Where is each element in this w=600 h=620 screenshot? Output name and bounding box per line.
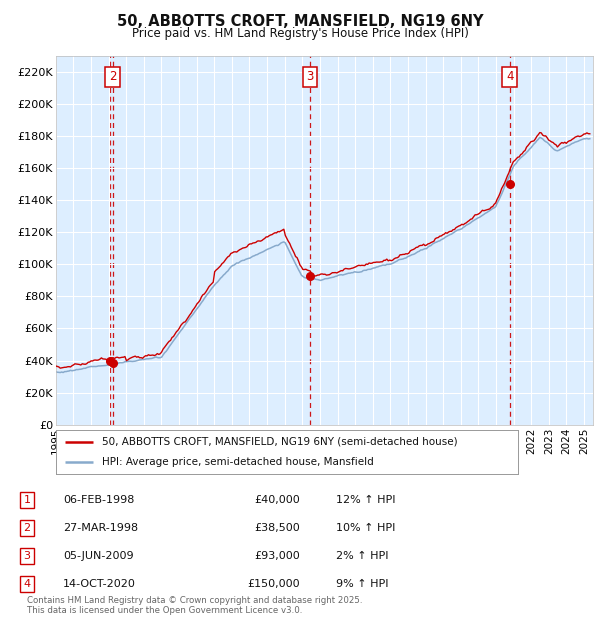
Text: 1: 1 [23, 495, 31, 505]
Text: Contains HM Land Registry data © Crown copyright and database right 2025.
This d: Contains HM Land Registry data © Crown c… [27, 596, 362, 615]
Text: 2: 2 [23, 523, 31, 533]
Text: £38,500: £38,500 [254, 523, 300, 533]
Text: 27-MAR-1998: 27-MAR-1998 [63, 523, 138, 533]
Text: £150,000: £150,000 [247, 579, 300, 589]
Text: 4: 4 [23, 579, 31, 589]
Text: 4: 4 [506, 70, 514, 83]
Text: 50, ABBOTTS CROFT, MANSFIELD, NG19 6NY: 50, ABBOTTS CROFT, MANSFIELD, NG19 6NY [117, 14, 483, 29]
Text: 3: 3 [306, 70, 314, 83]
Text: 14-OCT-2020: 14-OCT-2020 [63, 579, 136, 589]
Text: £93,000: £93,000 [254, 551, 300, 561]
Text: 2: 2 [109, 70, 116, 83]
Text: Price paid vs. HM Land Registry's House Price Index (HPI): Price paid vs. HM Land Registry's House … [131, 27, 469, 40]
Text: HPI: Average price, semi-detached house, Mansfield: HPI: Average price, semi-detached house,… [102, 457, 374, 467]
Text: 3: 3 [23, 551, 31, 561]
Text: 50, ABBOTTS CROFT, MANSFIELD, NG19 6NY (semi-detached house): 50, ABBOTTS CROFT, MANSFIELD, NG19 6NY (… [102, 436, 458, 447]
Text: 9% ↑ HPI: 9% ↑ HPI [336, 579, 389, 589]
Text: 10% ↑ HPI: 10% ↑ HPI [336, 523, 395, 533]
Text: 12% ↑ HPI: 12% ↑ HPI [336, 495, 395, 505]
Text: 06-FEB-1998: 06-FEB-1998 [63, 495, 134, 505]
Text: 05-JUN-2009: 05-JUN-2009 [63, 551, 134, 561]
Text: 2% ↑ HPI: 2% ↑ HPI [336, 551, 389, 561]
Text: £40,000: £40,000 [254, 495, 300, 505]
